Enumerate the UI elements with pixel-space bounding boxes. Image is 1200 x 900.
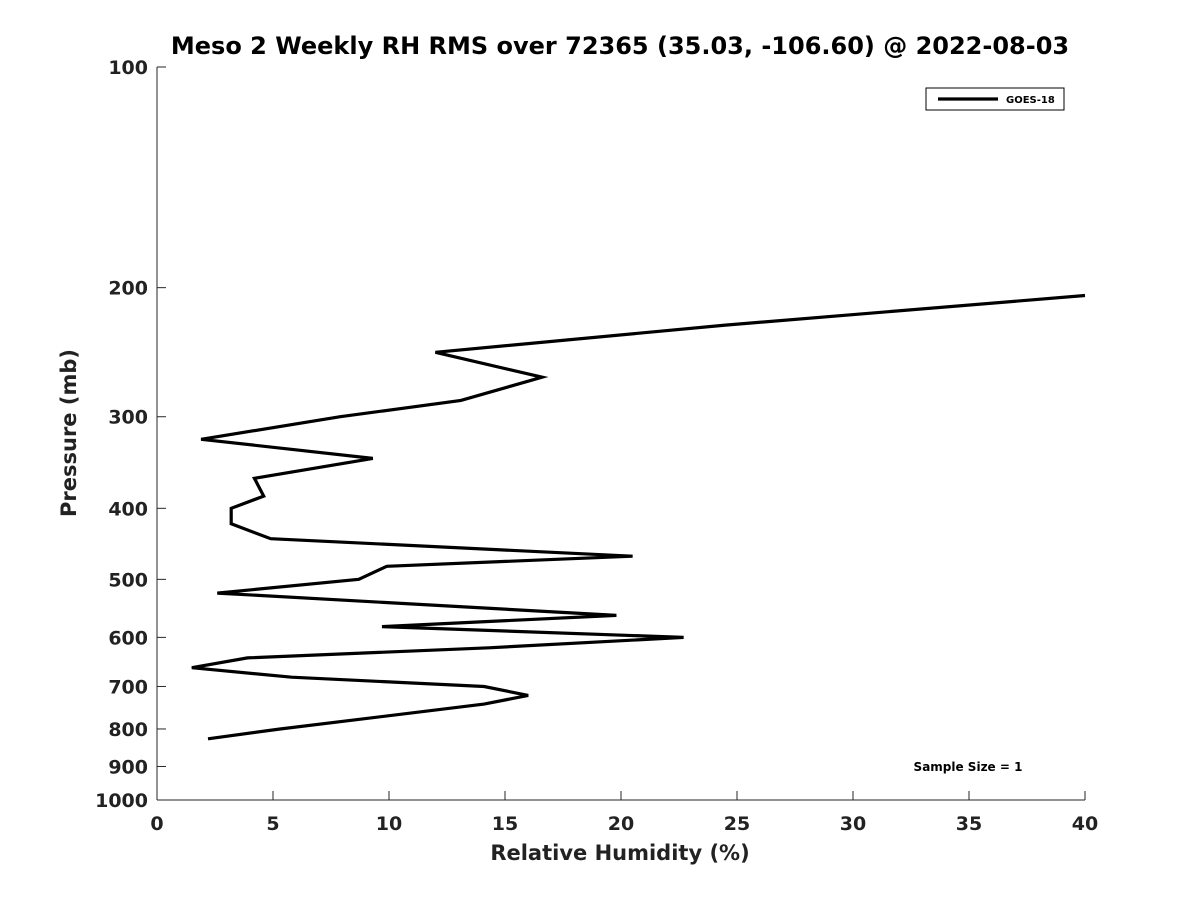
x-axis-label: Relative Humidity (%) [490, 841, 749, 865]
x-tick-label: 35 [956, 813, 982, 835]
sample-size-note: Sample Size = 1 [914, 760, 1023, 774]
y-tick-label: 400 [108, 498, 148, 520]
y-tick-label: 600 [108, 627, 148, 649]
y-tick-label: 700 [108, 676, 148, 698]
series-line-goes-18 [191, 293, 1086, 741]
y-tick-label: 1000 [95, 790, 148, 812]
legend-entry-label: GOES-18 [1006, 95, 1055, 106]
chart-title: Meso 2 Weekly RH RMS over 72365 (35.03, … [171, 32, 1069, 60]
y-tick-label: 800 [108, 719, 148, 741]
legend: GOES-18 [925, 87, 1065, 111]
y-tick-label: 100 [108, 57, 148, 79]
y-tick-label: 200 [108, 278, 148, 300]
x-tick-label: 15 [492, 813, 518, 835]
x-tick-label: 30 [840, 813, 866, 835]
y-tick-label: 300 [108, 407, 148, 429]
y-tick-label: 500 [108, 569, 148, 591]
x-tick-label: 5 [266, 813, 279, 835]
x-tick-label: 20 [608, 813, 634, 835]
y-axis-label: Pressure (mb) [57, 349, 81, 517]
x-tick-label: 25 [724, 813, 750, 835]
x-tick-label: 0 [150, 813, 163, 835]
plot-area: 0 5 10 15 20 25 30 35 40 100 200 300 400 500 600 700 800… [95, 57, 1098, 835]
x-tick-label: 40 [1072, 813, 1098, 835]
y-tick-label: 900 [108, 756, 148, 778]
x-tick-label: 10 [376, 813, 402, 835]
